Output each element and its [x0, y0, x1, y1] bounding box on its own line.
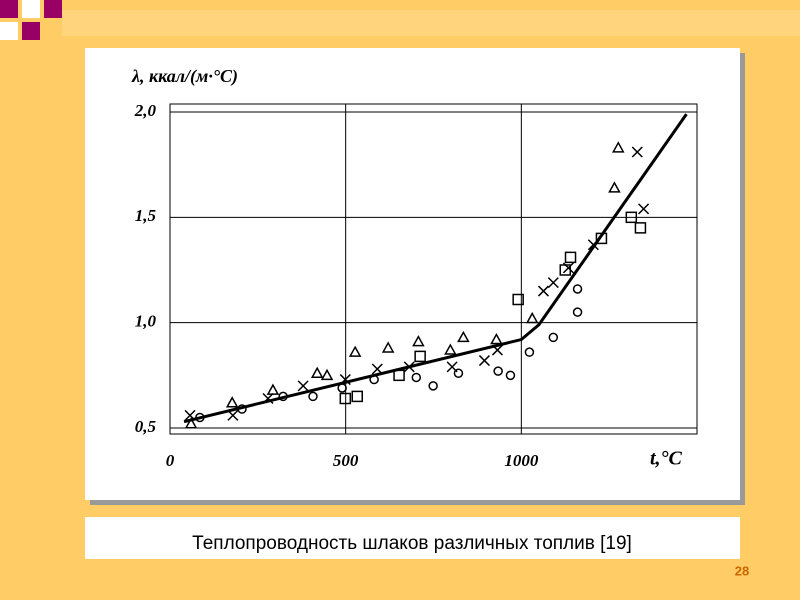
y-tick-label: 0,5 — [135, 417, 157, 436]
point-circle — [572, 284, 583, 294]
point-square — [351, 390, 364, 403]
point-cross — [537, 285, 549, 297]
point-square — [512, 293, 524, 306]
x-tick-label: 0 — [166, 451, 175, 470]
point-square — [414, 350, 426, 363]
point-triangle — [184, 417, 198, 429]
point-circle — [505, 370, 516, 381]
point-circle — [572, 307, 583, 317]
y-tick-label: 2,0 — [134, 101, 157, 120]
point-circle — [308, 391, 318, 402]
point-square — [634, 222, 647, 234]
point-circle — [428, 381, 438, 391]
point-circle — [453, 368, 464, 378]
point-triangle — [225, 396, 239, 408]
caption: Теплопроводность шлаков различных топлив… — [192, 533, 632, 554]
y-axis-label: λ, ккал/(м·°С) — [131, 66, 238, 87]
point-square — [625, 211, 638, 224]
chart-panel — [85, 48, 740, 500]
point-circle — [548, 332, 559, 343]
point-cross — [631, 146, 643, 158]
point-cross — [638, 203, 650, 215]
x-axis-label: t,°C — [650, 448, 683, 470]
point-circle — [524, 347, 535, 357]
point-triangle — [381, 341, 395, 353]
plot: 0,5 1,0 1,5 2,0 0 500 1000 — [134, 101, 698, 470]
point-triangle — [310, 366, 324, 378]
point-square — [339, 392, 352, 405]
x-tick-label: 1000 — [504, 451, 539, 470]
y-tick-label: 1,5 — [135, 206, 157, 225]
slide-number: 28 — [735, 563, 749, 578]
decoration — [0, 0, 800, 40]
point-triangle — [608, 181, 621, 193]
point-cross — [547, 277, 559, 289]
x-tick-label: 500 — [333, 451, 359, 470]
point-triangle — [525, 311, 539, 324]
trend-line — [183, 113, 688, 424]
point-triangle — [412, 335, 425, 347]
point-triangle — [457, 330, 470, 343]
point-square — [559, 264, 571, 276]
y-tick-label: 1,0 — [135, 312, 157, 331]
point-circle — [493, 366, 503, 376]
point-circle — [411, 372, 422, 383]
point-triangle — [612, 141, 625, 153]
caption-box — [85, 517, 740, 559]
point-square — [564, 251, 577, 264]
point-triangle — [348, 345, 362, 357]
point-triangle — [320, 368, 334, 381]
point-triangle — [490, 332, 503, 345]
point-triangle — [444, 343, 457, 355]
point-cross — [478, 355, 490, 367]
point-cross — [297, 380, 309, 392]
